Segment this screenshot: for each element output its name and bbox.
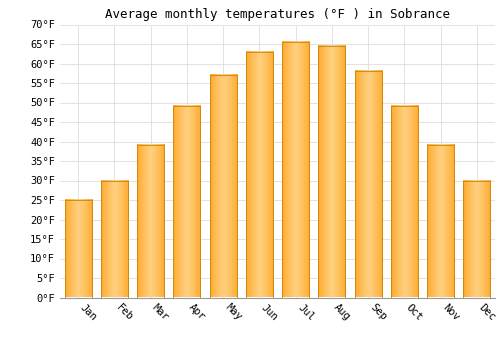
Bar (427, 145, 454, 298)
Bar (391, 106, 418, 298)
Bar (354, 71, 382, 298)
Bar (318, 46, 345, 298)
Bar (101, 181, 128, 298)
Bar (282, 42, 309, 298)
Title: Average monthly temperatures (°F ) in Sobrance: Average monthly temperatures (°F ) in So… (105, 8, 450, 21)
Bar (64, 200, 92, 298)
Bar (246, 52, 273, 298)
Bar (464, 181, 490, 298)
Bar (137, 145, 164, 298)
Bar (174, 106, 201, 298)
Bar (210, 75, 236, 298)
